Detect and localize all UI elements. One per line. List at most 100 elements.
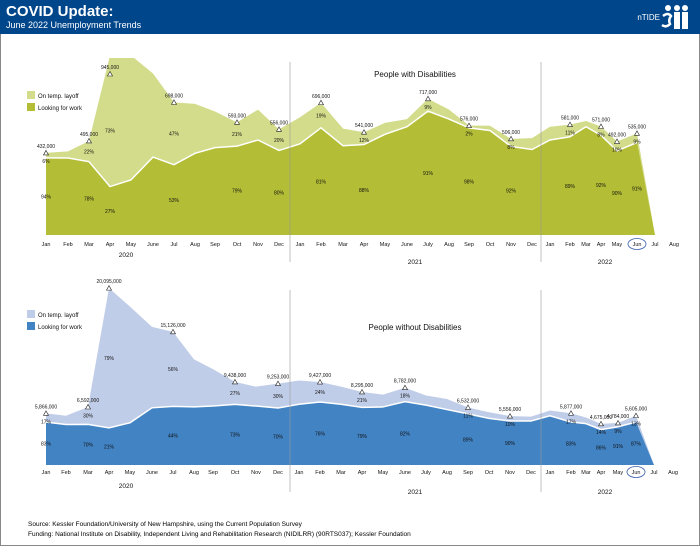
total-label: 6,592,000 [77,398,99,404]
legend-swatch-looking [27,103,35,111]
x-tick-label: Jan [295,470,304,476]
looking-percent-label: 70% [83,443,94,449]
x-tick-label: Oct [485,470,494,476]
x-tick-label: Aug [189,470,199,476]
header-banner: COVID Update: June 2022 Unemployment Tre… [0,0,700,34]
x-tick-label: Nov [505,470,515,476]
x-tick-label: Mar [336,470,346,476]
ntide-logo-icon [661,5,688,29]
x-tick-label: Apr [358,470,367,476]
layoff-percent-label: 9% [633,139,641,145]
x-tick-label: May [380,242,391,248]
total-label: 8,295,000 [351,383,373,389]
x-tick-label: May [126,242,137,248]
year-label: 2020 [119,483,134,490]
total-label: 5,866,000 [35,404,57,410]
looking-area [46,401,654,465]
layoff-percent-label: 14% [596,430,607,436]
total-label: 495,000 [80,132,98,138]
total-marker-triangle-icon [170,99,178,105]
total-label: 571,000 [592,118,610,124]
x-tick-label: May [378,470,389,476]
total-label: 576,000 [460,117,478,123]
layoff-percent-label: 21% [357,398,368,404]
total-marker-triangle-icon [465,122,473,128]
total-label: 945,000 [101,65,119,71]
total-marker-triangle-icon [274,380,282,386]
total-marker-triangle-icon [169,328,177,335]
page-title: COVID Update: [6,3,114,20]
total-marker-triangle-icon [84,403,92,410]
year-label: 2020 [119,252,134,259]
x-tick-label: Mar [581,242,591,248]
x-tick-label: Feb [315,470,324,476]
looking-percent-label: 91% [423,171,434,177]
x-tick-label: Jul [651,242,658,248]
total-marker-triangle-icon [633,130,641,136]
total-label: 15,126,000 [160,323,185,329]
x-tick-label: June [146,470,158,476]
x-tick-label: Feb [565,242,574,248]
layoff-percent-label: 13% [631,422,642,428]
current-month-highlight [626,466,646,478]
x-tick-label: May [613,470,624,476]
looking-percent-label: 92% [596,183,607,189]
looking-percent-label: 53% [169,198,180,204]
x-tick-label: Mar [581,470,591,476]
layoff-percent-label: 8% [597,133,605,139]
x-tick-label: Oct [233,242,242,248]
x-tick-label: Apr [106,242,115,248]
total-marker-triangle-icon [632,412,640,418]
total-marker-triangle-icon [613,138,621,144]
x-tick-label: Nov [506,242,516,248]
looking-percent-label: 79% [357,434,368,440]
year-label: 2022 [598,489,613,496]
looking-percent-label: 94% [41,194,52,200]
layoff-percent-label: 22% [84,149,95,155]
layoff-percent-label: 12% [359,138,370,144]
legend-label-looking: Looking for work [38,325,83,331]
chart-title: People with Disabilities [374,70,456,79]
layoff-percent-label: 21% [232,132,243,138]
year-label: 2021 [408,489,423,496]
layoff-percent-label: 6% [42,159,50,165]
x-tick-label: Aug [668,470,678,476]
x-tick-label: Apr [105,470,114,476]
looking-percent-label: 91% [613,444,624,450]
layoff-percent-label: 27% [230,391,241,397]
x-tick-label: July [421,470,431,476]
total-marker-triangle-icon [507,135,515,142]
looking-percent-label: 80% [274,191,285,197]
layoff-percent-label: 18% [400,394,411,400]
layoff-percent-label: 56% [168,367,179,373]
x-tick-label: Jul [650,470,657,476]
x-tick-label: Aug [190,242,200,248]
x-tick-label: Dec [526,470,536,476]
total-marker-triangle-icon [401,384,409,391]
total-label: 556,000 [270,120,288,126]
x-tick-label: Mar [338,242,348,248]
total-marker-triangle-icon [597,420,605,427]
total-label: 541,000 [355,123,373,129]
layoff-percent-label: 17% [41,419,52,425]
x-tick-label: Aug [442,470,452,476]
looking-percent-label: 21% [104,444,115,450]
total-marker-triangle-icon [464,404,472,410]
looking-percent-label: 83% [566,442,577,448]
total-marker-triangle-icon [506,412,514,419]
x-tick-label: Apr [597,470,606,476]
total-marker-triangle-icon [316,378,324,385]
x-tick-label: Feb [316,242,325,248]
total-marker-triangle-icon [424,95,432,102]
total-marker-triangle-icon [597,123,605,129]
x-tick-label: Mar [83,470,93,476]
layoff-percent-label: 79% [104,356,115,362]
x-tick-label: Dec [527,242,537,248]
total-label: 535,000 [628,124,646,130]
legend-swatch-layoff [27,91,35,99]
x-tick-label: Jan [42,242,51,248]
chart-title: People without Disabilities [369,323,462,332]
total-marker-triangle-icon [105,285,113,291]
total-label: 9,427,000 [309,373,331,379]
layoff-percent-label: 9% [614,429,622,435]
